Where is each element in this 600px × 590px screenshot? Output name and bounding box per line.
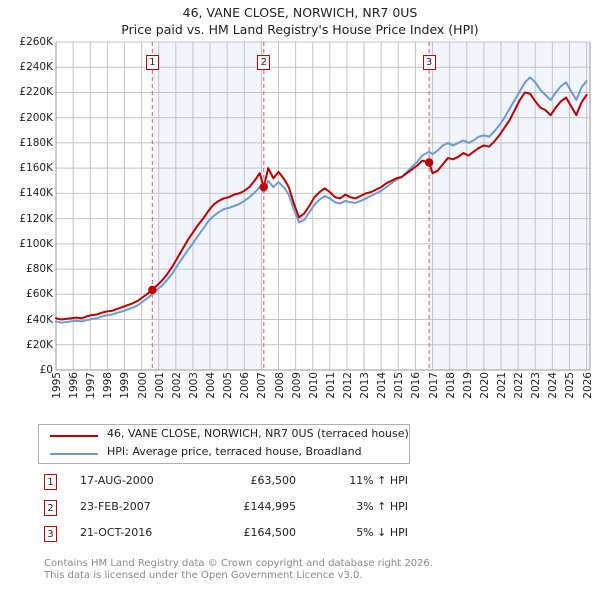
y-axis-tick-label: £200K bbox=[19, 111, 53, 124]
table-row: 3 21-OCT-2016 £164,500 5% ↓ HPI bbox=[38, 524, 458, 550]
x-axis-tick-label: 2012 bbox=[341, 372, 354, 399]
plot-flag-1[interactable]: 1 bbox=[145, 55, 159, 70]
footer-attribution: Contains HM Land Registry data © Crown c… bbox=[44, 558, 584, 582]
transaction-price: £63,500 bbox=[250, 474, 297, 487]
x-axis-tick-label: 2003 bbox=[187, 372, 200, 399]
marker-dot-2 bbox=[259, 182, 268, 192]
transaction-hpi-delta: 11% ↑ HPI bbox=[349, 474, 408, 487]
legend-swatch-property bbox=[50, 435, 98, 437]
x-axis-tick-label: 2000 bbox=[136, 372, 149, 399]
y-axis-tick-label: £240K bbox=[19, 61, 53, 74]
x-axis-tick-label: 2001 bbox=[153, 372, 166, 399]
chart-svg bbox=[55, 41, 591, 371]
x-axis-tick-label: 2026 bbox=[581, 372, 594, 399]
legend-label-hpi: HPI: Average price, terraced house, Broa… bbox=[107, 445, 362, 458]
x-axis-tick-label: 2016 bbox=[410, 372, 423, 399]
transaction-index-badge[interactable]: 3 bbox=[44, 526, 57, 542]
transaction-hpi-delta: 3% ↑ HPI bbox=[356, 500, 408, 513]
table-row: 2 23-FEB-2007 £144,995 3% ↑ HPI bbox=[38, 498, 458, 524]
y-axis-tick-label: £0 bbox=[39, 364, 53, 376]
transaction-date: 21-OCT-2016 bbox=[80, 526, 153, 539]
legend-label-property: 46, VANE CLOSE, NORWICH, NR7 0US (terrac… bbox=[107, 427, 409, 440]
x-axis-tick-label: 2024 bbox=[547, 372, 560, 399]
footer-line-1: Contains HM Land Registry data © Crown c… bbox=[44, 558, 433, 569]
transactions-table: 1 17-AUG-2000 £63,500 11% ↑ HPI 2 23-FEB-2007… bbox=[38, 472, 458, 550]
legend-swatch-hpi bbox=[50, 453, 98, 455]
x-axis-tick-label: 2021 bbox=[496, 372, 508, 399]
y-axis-tick-label: £180K bbox=[19, 136, 53, 149]
x-axis-tick-label: 2023 bbox=[530, 372, 543, 399]
page-title: 46, VANE CLOSE, NORWICH, NR7 0US bbox=[182, 5, 418, 20]
x-axis-labels: 1995 1996 1997 1998 1999 2000 2001 2002 2003 2004… bbox=[0, 372, 600, 414]
x-axis-tick-label: 2019 bbox=[461, 372, 474, 399]
legend-item-property: 46, VANE CLOSE, NORWICH, NR7 0US (terrac… bbox=[39, 426, 409, 445]
x-axis-tick-label: 1999 bbox=[119, 372, 132, 399]
y-axis-tick-label: £60K bbox=[26, 288, 53, 301]
x-axis-tick-label: 2008 bbox=[273, 372, 286, 399]
x-axis-tick-label: 2022 bbox=[513, 372, 526, 399]
y-axis-tick-label: £140K bbox=[19, 187, 53, 200]
table-row: 1 17-AUG-2000 £63,500 11% ↑ HPI bbox=[38, 472, 458, 498]
transaction-date: 23-FEB-2007 bbox=[80, 500, 151, 513]
x-axis-tick-label: 2013 bbox=[359, 372, 372, 399]
legend-item-hpi: HPI: Average price, terraced house, Broa… bbox=[39, 444, 409, 463]
series-line-hpi bbox=[55, 76, 588, 324]
marker-dot-1 bbox=[148, 285, 157, 295]
x-axis-tick-label: 2018 bbox=[444, 372, 457, 399]
x-axis-tick-label: 2010 bbox=[307, 372, 320, 399]
shaded-band-1 bbox=[152, 42, 264, 370]
y-axis-tick-label: £100K bbox=[19, 237, 53, 250]
y-axis-tick-label: £260K bbox=[19, 36, 53, 48]
x-axis-tick-label: 2009 bbox=[290, 372, 303, 399]
chart-plot-area: 1 2 3 bbox=[0, 38, 600, 378]
x-axis-tick-label: 2011 bbox=[324, 372, 337, 399]
plot-flag-3[interactable]: 3 bbox=[422, 55, 436, 70]
x-axis-tick-label: 1995 bbox=[51, 372, 63, 399]
shaded-band-2 bbox=[429, 42, 590, 370]
chart-legend: 46, VANE CLOSE, NORWICH, NR7 0US (terrac… bbox=[38, 424, 410, 464]
x-axis-tick-label: 2005 bbox=[222, 372, 235, 399]
plot-flag-2[interactable]: 2 bbox=[257, 55, 271, 70]
y-axis-tick-label: £220K bbox=[19, 86, 53, 99]
transaction-date: 17-AUG-2000 bbox=[80, 474, 154, 487]
marker-dot-3 bbox=[424, 158, 434, 167]
x-axis-tick-label: 2007 bbox=[256, 372, 269, 399]
x-axis-tick-label: 2025 bbox=[564, 372, 577, 399]
y-axis-tick-label: £80K bbox=[26, 263, 53, 276]
x-axis-tick-label: 2015 bbox=[393, 372, 406, 399]
chart-title-block: 46, VANE CLOSE, NORWICH, NR7 0US Price p… bbox=[0, 4, 600, 38]
x-axis-tick-label: 1996 bbox=[68, 372, 81, 399]
y-axis-labels: £0 £20K £40K £60K £80K £100K £120K £140K £160K £1… bbox=[0, 36, 53, 376]
series-line-property bbox=[55, 91, 588, 321]
y-axis-tick-label: £160K bbox=[19, 162, 53, 175]
x-axis-tick-label: 2020 bbox=[478, 372, 491, 399]
page-subtitle: Price paid vs. HM Land Registry's House … bbox=[121, 22, 479, 37]
x-axis-tick-label: 2006 bbox=[239, 372, 252, 399]
x-axis-tick-label: 2014 bbox=[376, 372, 389, 399]
transaction-index-badge[interactable]: 2 bbox=[44, 500, 57, 516]
transaction-price: £144,995 bbox=[243, 500, 297, 513]
x-axis-tick-label: 1998 bbox=[102, 372, 115, 399]
footer-line-2: This data is licensed under the Open Gov… bbox=[44, 570, 363, 581]
x-axis-tick-label: 2004 bbox=[205, 372, 218, 399]
transaction-index-badge[interactable]: 1 bbox=[44, 474, 57, 490]
x-axis-tick-label: 2017 bbox=[427, 372, 440, 399]
transaction-price: £164,500 bbox=[243, 526, 297, 539]
y-axis-tick-label: £120K bbox=[19, 212, 53, 225]
y-axis-tick-label: £20K bbox=[26, 338, 53, 351]
y-axis-tick-label: £40K bbox=[26, 313, 53, 326]
x-axis-tick-label: 1997 bbox=[85, 372, 98, 399]
transaction-hpi-delta: 5% ↓ HPI bbox=[356, 526, 408, 539]
x-axis-tick-label: 2002 bbox=[170, 372, 183, 399]
